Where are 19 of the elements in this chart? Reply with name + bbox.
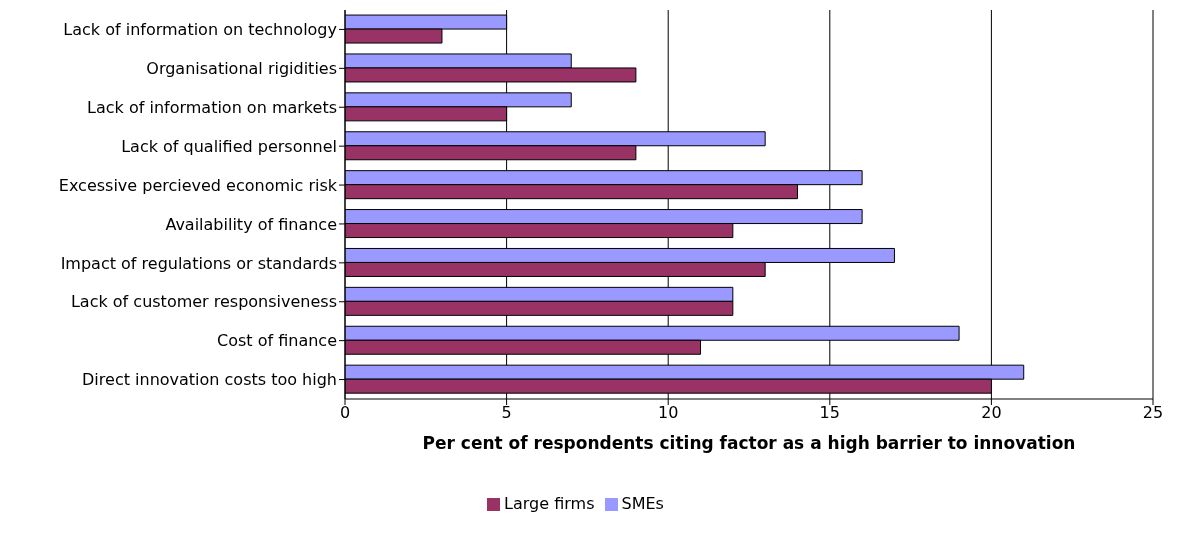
x-tick-label: 0 <box>339 403 351 423</box>
y-tick-label: Organisational rigidities <box>146 59 337 79</box>
y-tick-label: Availability of finance <box>165 214 337 234</box>
y-tick-label: Lack of information on technology <box>63 20 337 40</box>
y-tick-label: Direct innovation costs too high <box>82 370 337 390</box>
x-tick-label: 10 <box>658 403 679 423</box>
x-tick-label: 5 <box>501 403 512 423</box>
y-tick-label: Cost of finance <box>217 331 337 351</box>
y-tick-label: Lack of qualified personnel <box>121 136 337 156</box>
x-axis-title: Per cent of respondents citing factor as a high barrier to innovation <box>422 433 1076 453</box>
legend-label: SMEs <box>621 494 664 513</box>
x-tick-label: 25 <box>1142 403 1164 423</box>
y-tick-label: Lack of customer responsiveness <box>70 292 337 312</box>
y-tick-label: Lack of information on markets <box>87 97 337 117</box>
x-tick-label: 20 <box>981 403 1002 423</box>
x-tick-label: 15 <box>819 403 840 423</box>
legend-label: Large firms <box>504 494 595 513</box>
y-tick-label: Excessive percieved economic risk <box>58 175 338 195</box>
y-tick-label: Impact of regulations or standards <box>60 253 337 273</box>
